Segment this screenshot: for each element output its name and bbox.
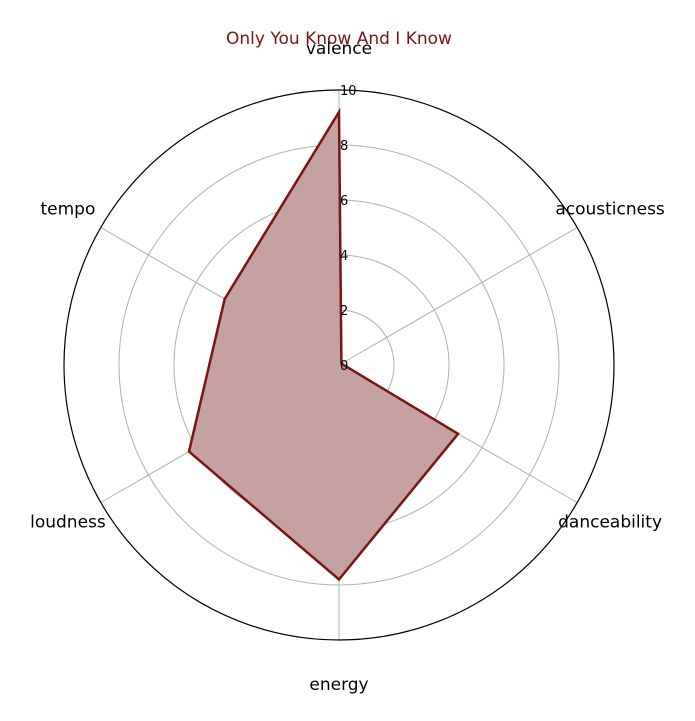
- tick-label-0: 0: [340, 359, 348, 374]
- chart-title: Only You Know And I Know: [226, 29, 452, 49]
- tick-label-4: 4: [340, 249, 348, 264]
- series-area: [189, 112, 459, 580]
- data-layer: [187, 107, 460, 582]
- tick-label-10: 10: [340, 84, 357, 99]
- axis-label-danceability: danceability: [558, 513, 662, 533]
- axis-label-loudness: loudness: [30, 513, 106, 533]
- axis-label-energy: energy: [309, 675, 368, 695]
- axis-label-acousticness: acousticness: [555, 200, 665, 220]
- radial-tick-labels: 0 2 4 6 8 10: [340, 84, 357, 374]
- outer-ring: [63, 89, 615, 641]
- spoke-acousticness: [338, 227, 578, 366]
- tick-label-2: 2: [340, 304, 348, 319]
- axis-label-valence: valence: [306, 39, 372, 59]
- axis-labels: valence acousticness danceability energy lou…: [30, 39, 665, 695]
- tick-label-6: 6: [340, 194, 348, 209]
- tick-label-8: 8: [340, 139, 348, 154]
- axis-label-tempo: tempo: [40, 200, 95, 220]
